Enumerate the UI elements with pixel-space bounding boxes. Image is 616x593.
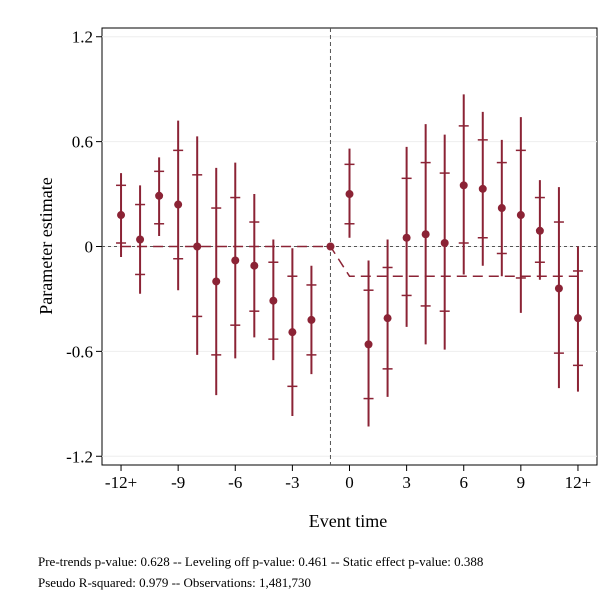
grid-lines: [102, 36, 597, 457]
point-estimate: [421, 230, 430, 239]
x-tick-label: -9: [171, 473, 185, 492]
point-estimate: [174, 200, 183, 209]
y-tick-label: -1.2: [66, 447, 93, 466]
fitted-line-layer: [121, 245, 578, 277]
chart-notes: Pre-trends p-value: 0.628 -- Leveling of…: [38, 551, 483, 593]
notes-line-fit: Pseudo R-squared: 0.979 -- Observations:…: [38, 575, 311, 590]
point-estimate: [212, 277, 221, 286]
x-axis-label: Event time: [309, 511, 387, 531]
y-tick-label: 0.6: [72, 133, 93, 152]
point-estimate: [535, 226, 544, 235]
x-tick-label: 0: [345, 473, 354, 492]
point-estimate: [440, 239, 449, 248]
point-estimate: [269, 296, 278, 305]
point-estimate: [573, 314, 582, 323]
x-tick-label: 3: [402, 473, 411, 492]
point-estimates: [117, 181, 582, 349]
y-tick-label: 1.2: [72, 28, 93, 47]
point-estimate: [307, 315, 316, 324]
point-estimate: [231, 256, 240, 265]
fitted-line: [121, 245, 578, 277]
x-axis-ticks: -12+ -9 -6 -3 0 3 6 9 12+: [105, 465, 591, 492]
x-tick-label: 12+: [565, 473, 592, 492]
y-axis-label: Parameter estimate: [36, 177, 56, 314]
x-tick-label: 9: [517, 473, 526, 492]
y-tick-label: -0.6: [66, 342, 93, 361]
x-tick-label: -6: [228, 473, 242, 492]
x-tick-label: -3: [285, 473, 299, 492]
point-estimate: [497, 204, 506, 213]
x-tick-label: 6: [459, 473, 468, 492]
point-estimate: [345, 190, 354, 199]
point-estimate: [117, 211, 126, 220]
point-estimate: [383, 314, 392, 323]
point-estimate: [516, 211, 525, 220]
notes-line-pvalues: Pre-trends p-value: 0.628 -- Leveling of…: [38, 554, 484, 569]
point-estimate: [326, 242, 335, 251]
point-estimate: [193, 242, 202, 251]
point-estimate: [288, 328, 297, 337]
y-tick-label: 0: [85, 238, 94, 257]
point-estimate: [478, 184, 487, 193]
point-estimate: [364, 340, 373, 349]
point-estimate: [136, 235, 145, 244]
point-estimate: [459, 181, 468, 190]
point-estimate: [155, 191, 164, 200]
y-axis-ticks: 1.2 0.6 0 -0.6 -1.2: [66, 28, 102, 466]
point-estimate: [554, 284, 563, 293]
x-tick-label: -12+: [105, 473, 137, 492]
point-estimate: [402, 233, 411, 242]
point-estimate: [250, 261, 259, 270]
